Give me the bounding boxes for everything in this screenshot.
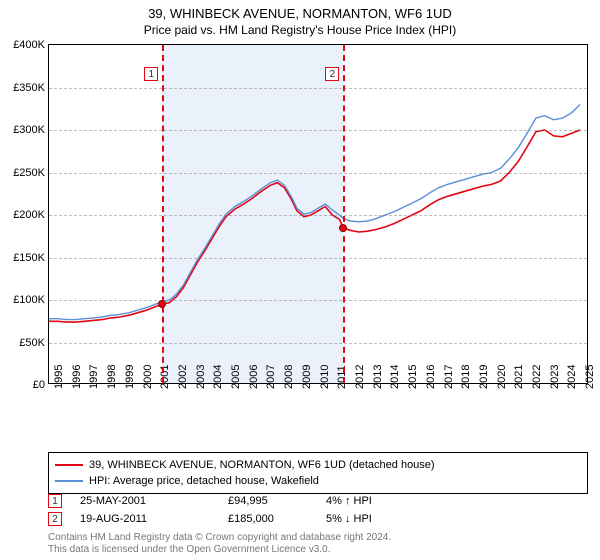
y-tick-label: £50K xyxy=(1,337,45,349)
y-gridline xyxy=(49,343,587,344)
x-tick-label: 1995 xyxy=(53,365,65,389)
x-tick-label: 2020 xyxy=(496,365,508,389)
y-tick-label: £100K xyxy=(1,294,45,306)
footer-line2: This data is licensed under the Open Gov… xyxy=(48,544,588,556)
sale-date: 19-AUG-2011 xyxy=(80,513,210,525)
sale-price: £185,000 xyxy=(228,513,308,525)
y-gridline xyxy=(49,173,587,174)
x-tick-label: 2006 xyxy=(248,365,260,389)
sale-date: 25-MAY-2001 xyxy=(80,495,210,507)
y-gridline xyxy=(49,300,587,301)
x-tick-label: 2023 xyxy=(549,365,561,389)
x-tick-label: 2013 xyxy=(372,365,384,389)
x-tick-label: 2022 xyxy=(531,365,543,389)
sale-price: £94,995 xyxy=(228,495,308,507)
y-gridline xyxy=(49,215,587,216)
sale-marker-line xyxy=(343,45,345,383)
sale-row: 1 25-MAY-2001 £94,995 4% ↑ HPI xyxy=(48,492,588,510)
x-tick-label: 2025 xyxy=(584,365,596,389)
sale-marker-dot xyxy=(339,224,347,232)
sale-pct: 4% ↑ HPI xyxy=(326,495,406,507)
sale-badge: 1 xyxy=(48,494,62,508)
footer: Contains HM Land Registry data © Crown c… xyxy=(48,532,588,556)
chart-subtitle: Price paid vs. HM Land Registry's House … xyxy=(0,21,600,41)
x-tick-label: 2003 xyxy=(195,365,207,389)
x-tick-label: 2019 xyxy=(478,365,490,389)
sale-badge: 2 xyxy=(48,512,62,526)
x-tick-label: 2008 xyxy=(283,365,295,389)
chart-title: 39, WHINBECK AVENUE, NORMANTON, WF6 1UD xyxy=(0,0,600,21)
x-tick-label: 2002 xyxy=(177,365,189,389)
y-tick-label: £200K xyxy=(1,209,45,221)
sale-marker-line xyxy=(162,45,164,383)
sales-table: 1 25-MAY-2001 £94,995 4% ↑ HPI 2 19-AUG-2011 £… xyxy=(48,492,588,528)
x-tick-label: 2001 xyxy=(159,365,171,389)
x-tick-label: 2015 xyxy=(407,365,419,389)
x-tick-label: 2024 xyxy=(566,365,578,389)
x-tick-label: 1998 xyxy=(106,365,118,389)
x-tick-label: 2017 xyxy=(443,365,455,389)
x-tick-label: 2016 xyxy=(425,365,437,389)
chart-area: £0£50K£100K£150K£200K£250K£300K£350K£400… xyxy=(48,44,588,414)
footer-line1: Contains HM Land Registry data © Crown c… xyxy=(48,532,588,544)
y-gridline xyxy=(49,258,587,259)
y-gridline xyxy=(49,88,587,89)
x-tick-label: 1996 xyxy=(71,365,83,389)
y-tick-label: £250K xyxy=(1,167,45,179)
x-tick-label: 1999 xyxy=(124,365,136,389)
y-tick-label: £0 xyxy=(1,379,45,391)
y-gridline xyxy=(49,130,587,131)
sale-marker-dot xyxy=(158,300,166,308)
x-tick-label: 2014 xyxy=(389,365,401,389)
legend-swatch xyxy=(55,480,83,482)
legend-label: HPI: Average price, detached house, Wake… xyxy=(89,475,319,487)
x-tick-label: 2000 xyxy=(142,365,154,389)
x-tick-label: 2010 xyxy=(319,365,331,389)
x-tick-label: 2005 xyxy=(230,365,242,389)
x-tick-label: 2021 xyxy=(513,365,525,389)
series-subject xyxy=(49,130,580,322)
sale-marker-badge: 2 xyxy=(325,67,339,81)
x-tick-label: 2018 xyxy=(460,365,472,389)
x-tick-label: 2004 xyxy=(212,365,224,389)
legend-label: 39, WHINBECK AVENUE, NORMANTON, WF6 1UD … xyxy=(89,459,435,471)
y-tick-label: £150K xyxy=(1,252,45,264)
plot-region: £0£50K£100K£150K£200K£250K£300K£350K£400… xyxy=(48,44,588,384)
x-tick-label: 2009 xyxy=(301,365,313,389)
x-tick-label: 2007 xyxy=(265,365,277,389)
y-tick-label: £300K xyxy=(1,124,45,136)
x-tick-label: 1997 xyxy=(88,365,100,389)
x-tick-label: 2011 xyxy=(336,365,348,389)
y-tick-label: £400K xyxy=(1,39,45,51)
x-tick-label: 2012 xyxy=(354,365,366,389)
legend-swatch xyxy=(55,464,83,466)
legend: 39, WHINBECK AVENUE, NORMANTON, WF6 1UD … xyxy=(48,452,588,494)
sale-marker-badge: 1 xyxy=(144,67,158,81)
sale-row: 2 19-AUG-2011 £185,000 5% ↓ HPI xyxy=(48,510,588,528)
y-tick-label: £350K xyxy=(1,82,45,94)
legend-item: HPI: Average price, detached house, Wake… xyxy=(55,473,581,489)
legend-item: 39, WHINBECK AVENUE, NORMANTON, WF6 1UD … xyxy=(55,457,581,473)
sale-pct: 5% ↓ HPI xyxy=(326,513,406,525)
